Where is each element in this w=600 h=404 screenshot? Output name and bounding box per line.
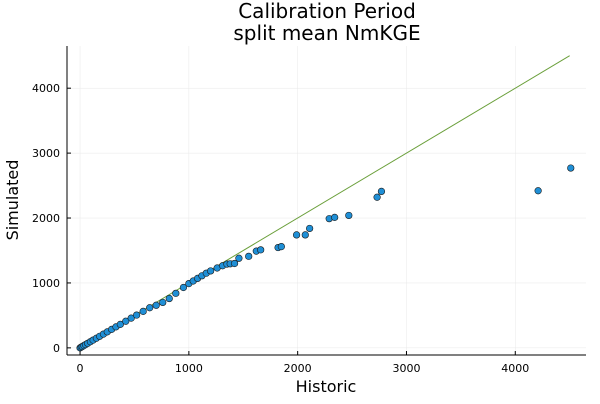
y-tick-label: 1000 <box>32 277 60 290</box>
scatter-point <box>245 252 253 260</box>
y-axis-label: Simulated <box>3 160 22 241</box>
scatter-point <box>277 242 285 251</box>
x-tick-label: 3000 <box>392 362 420 375</box>
scatter-point <box>534 187 542 195</box>
chart-title: Calibration Period <box>238 0 416 23</box>
x-tick-label: 2000 <box>284 362 312 375</box>
scatter-point <box>567 164 575 172</box>
scatter-point <box>345 211 353 220</box>
scatter-point <box>230 259 239 268</box>
grid <box>67 46 586 355</box>
scatter-point <box>331 213 339 221</box>
axes <box>66 46 586 356</box>
scatter-point <box>116 320 124 328</box>
chart-subtitle: split mean NmKGE <box>233 21 420 45</box>
x-tick-label: 4000 <box>501 362 529 375</box>
x-axis-label: Historic <box>296 377 357 396</box>
scatter-point <box>292 231 301 239</box>
scatter-point <box>235 254 243 262</box>
scatter-point <box>377 187 386 196</box>
scatter-point <box>127 314 135 322</box>
scatter-point <box>139 307 147 315</box>
scatter-point <box>306 224 314 233</box>
y-tick-label: 2000 <box>32 212 60 225</box>
scatter-point <box>301 231 309 239</box>
y-tick-label: 3000 <box>32 147 60 160</box>
x-ticks: 0 1000 2000 3000 4000 <box>77 351 529 375</box>
scatter-point <box>133 311 141 319</box>
y-tick-label: 0 <box>53 342 60 355</box>
scatter-point <box>207 267 215 275</box>
scatter-point <box>146 304 154 312</box>
y-tick-label: 4000 <box>32 82 60 95</box>
y-ticks: 0 1000 2000 3000 4000 <box>32 82 71 355</box>
scatter-point <box>373 193 381 201</box>
scatter-point <box>159 298 167 307</box>
scatter-point <box>257 246 265 254</box>
scatter-point <box>122 317 130 325</box>
data-points <box>76 164 575 352</box>
scatter-point <box>172 289 180 297</box>
scatter-point <box>152 301 160 309</box>
scatter-point <box>179 283 188 292</box>
x-tick-label: 1000 <box>175 362 203 375</box>
scatter-point <box>165 294 173 303</box>
x-tick-label: 0 <box>77 362 84 375</box>
